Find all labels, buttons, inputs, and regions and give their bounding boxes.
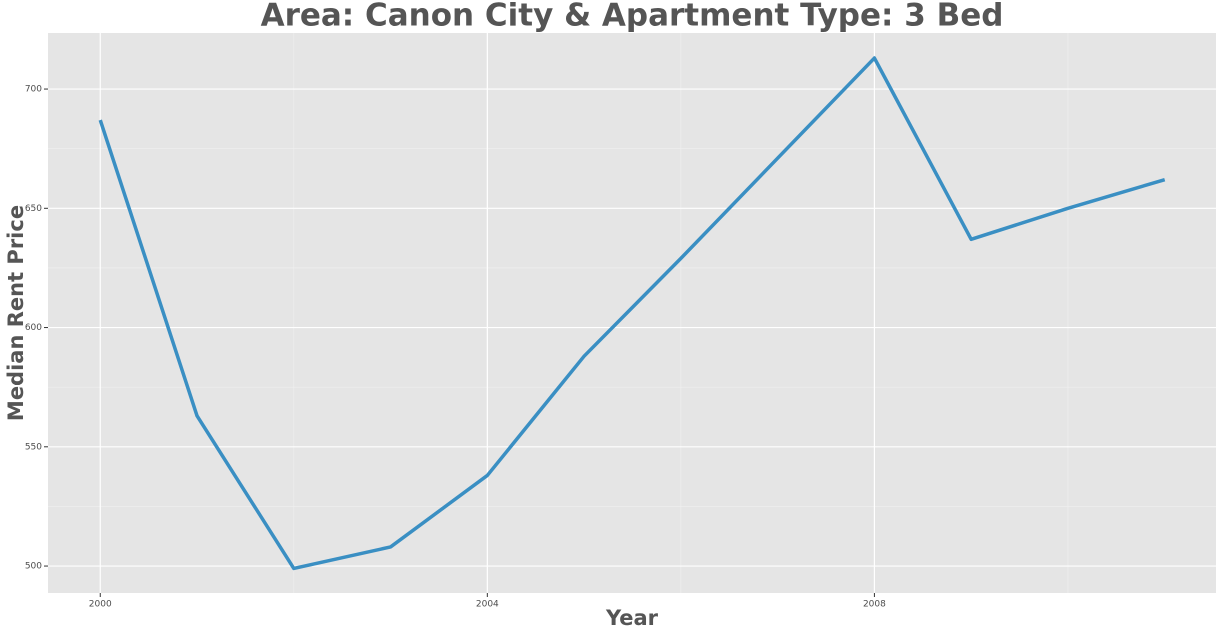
y-tick-label: 700 [25,85,42,95]
plot-panel [48,33,1216,593]
y-axis-title: Median Rent Price [4,205,28,421]
y-tick-label: 550 [25,442,42,452]
y-tick-label: 650 [25,204,42,214]
y-tick-label: 600 [25,323,42,333]
y-tick-label: 500 [25,562,42,572]
x-tick-label: 2008 [863,600,886,610]
x-tick-label: 2004 [476,600,499,610]
x-tick-label: 2000 [89,600,112,610]
line [98,56,1166,571]
chart-title: Area: Canon City & Apartment Type: 3 Bed [261,0,1004,34]
x-axis-title: Year [605,606,659,630]
